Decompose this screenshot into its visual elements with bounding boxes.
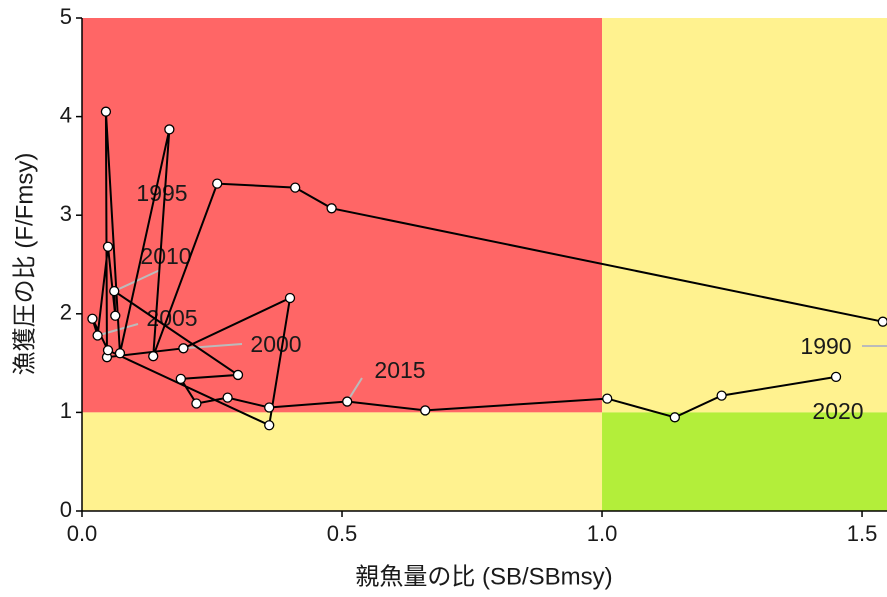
point-label: 1995 [136,180,187,206]
y-tick-label: 1 [60,398,72,423]
point [877,316,887,327]
point [264,420,275,431]
y-tick-label: 4 [60,102,72,127]
point [102,241,114,252]
point [175,373,186,385]
point-label: 2000 [250,331,301,357]
point-label: 2020 [812,398,863,424]
x-tick-label: 1.5 [847,521,878,546]
point [87,313,98,324]
point-label: 2010 [140,243,191,269]
point-label: 2015 [374,357,425,383]
point [212,178,223,189]
point [290,182,301,193]
point [114,348,126,359]
point [264,402,275,413]
y-tick-label: 3 [60,201,72,226]
zone-green [602,412,887,511]
x-tick-label: 0.5 [327,521,358,546]
zone-red [82,18,603,413]
y-tick-label: 2 [60,300,72,325]
point [148,351,159,362]
y-tick-label: 0 [60,497,72,522]
point [178,343,189,354]
point [830,371,842,383]
point [420,405,431,416]
point [284,292,296,304]
point [669,412,680,423]
point [164,124,175,135]
point [342,396,353,407]
point [100,106,112,117]
point [326,203,337,214]
x-tick-label: 1.0 [587,521,618,546]
point-label: 1990 [800,333,851,359]
point [92,330,103,341]
point [222,392,233,403]
zone-yellow [602,18,887,413]
point [102,345,114,356]
point [602,393,613,404]
leader-line [113,269,161,293]
y-axis-title: 漁獲圧の比 (F/Fmsy) [11,153,38,376]
y-tick-label: 5 [60,4,72,29]
leader-line [183,343,243,350]
point [191,398,202,409]
point [716,390,727,401]
point [110,310,121,321]
zone-yellow [82,412,603,511]
x-tick-label: 0.0 [67,521,98,546]
point [232,369,244,381]
x-axis-title: 親魚量の比 (SB/SBmsy) [355,563,612,590]
point [109,285,120,297]
